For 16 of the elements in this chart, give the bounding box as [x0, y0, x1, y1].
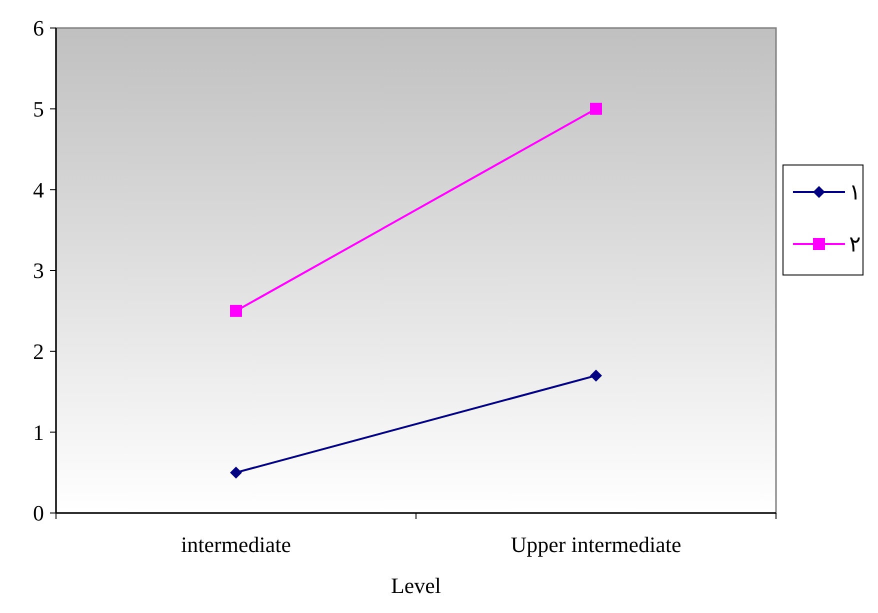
x-axis-title: Level [390, 573, 442, 598]
y-tick-label: 5 [33, 96, 44, 122]
y-tick-label: 6 [33, 16, 44, 41]
y-tick-label: 3 [33, 258, 44, 284]
x-tick-label: Upper intermediate [510, 532, 682, 557]
point [230, 466, 242, 479]
y-tick-label: 1 [33, 420, 44, 445]
y-tick-label: 2 [33, 339, 44, 364]
legend-label: ١ [849, 180, 861, 205]
point [590, 102, 602, 115]
y-tick-label: 4 [33, 177, 44, 202]
point [230, 304, 242, 317]
y-tick-label: 0 [33, 500, 44, 526]
point [590, 370, 602, 382]
legend-label: ٢ [849, 232, 861, 257]
x-tick-label: intermediate [181, 532, 291, 557]
